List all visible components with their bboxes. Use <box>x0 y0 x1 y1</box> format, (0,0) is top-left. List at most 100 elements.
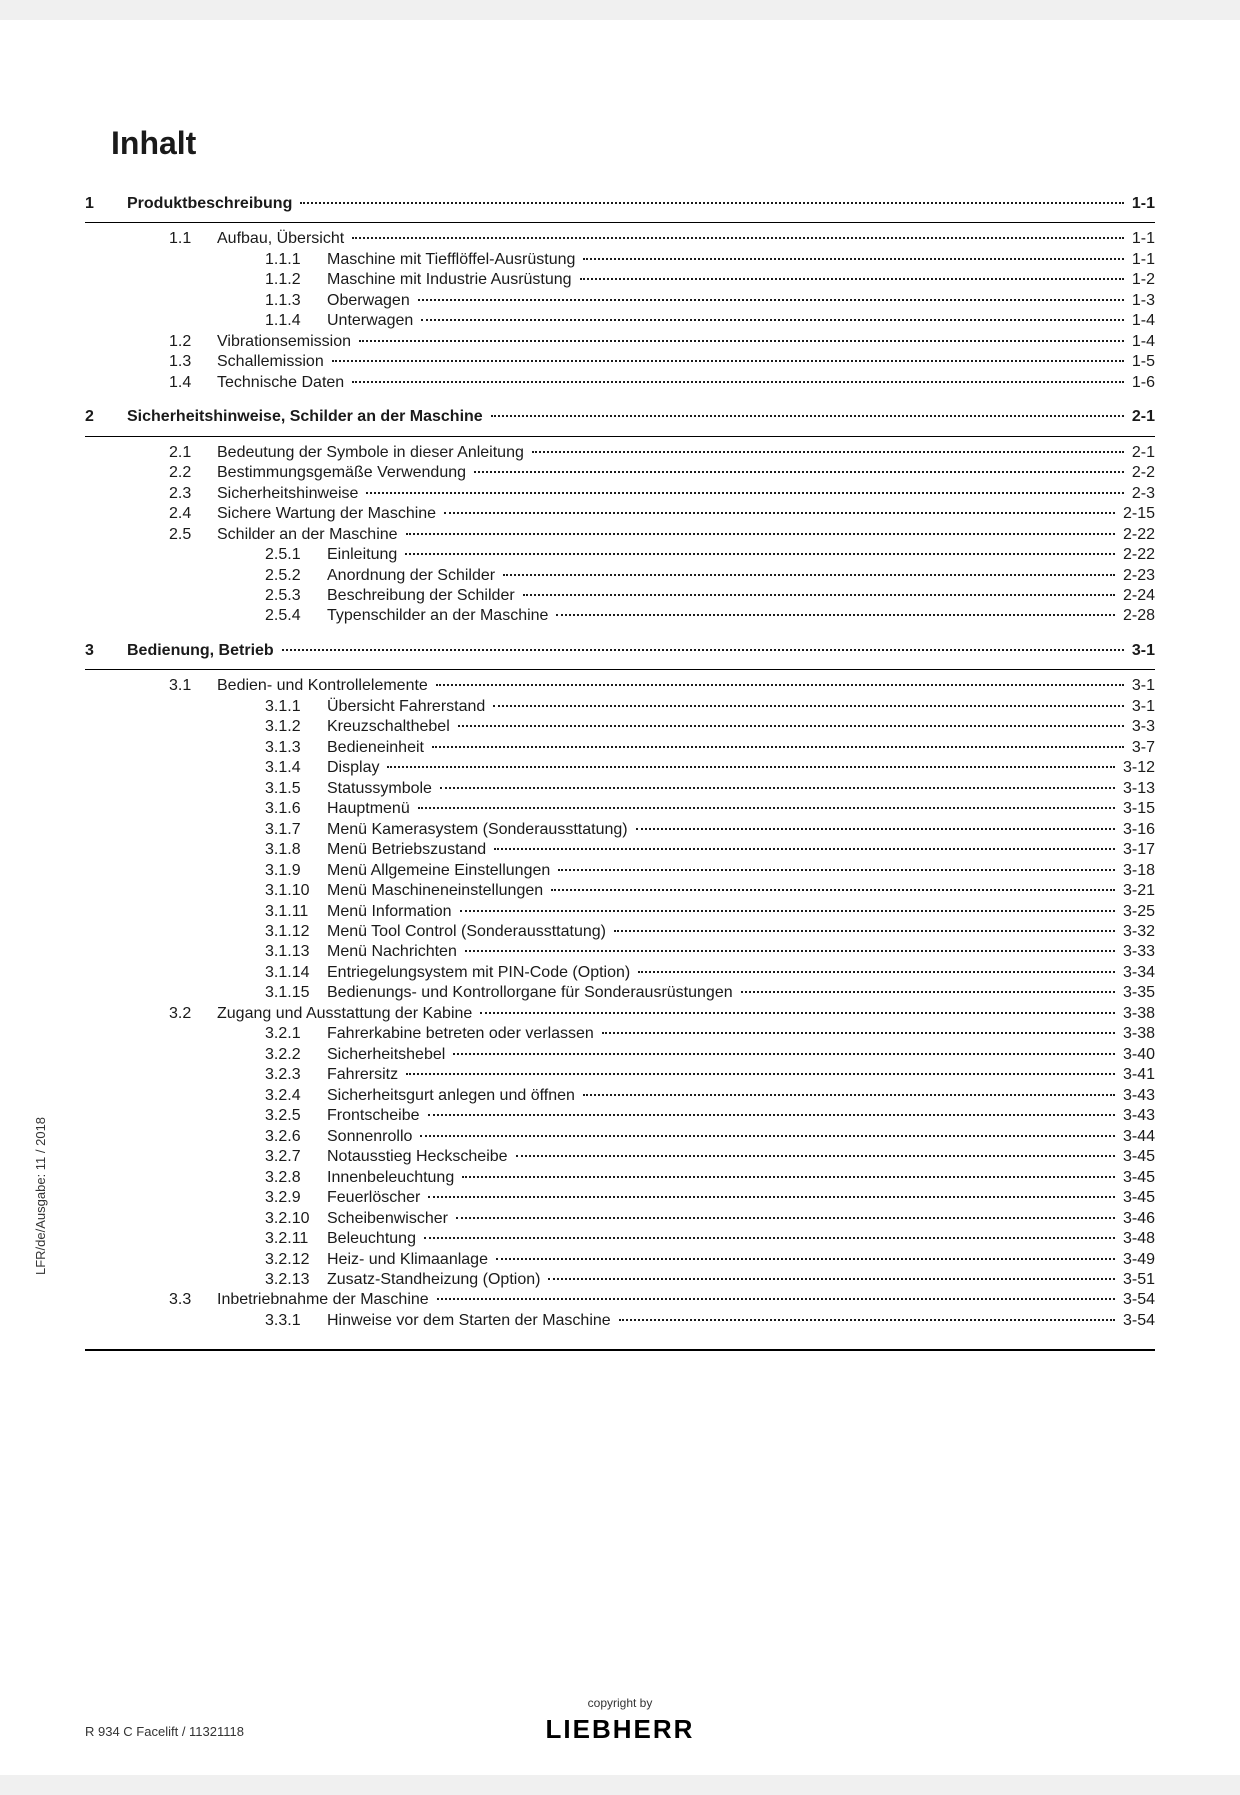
toc-title: Notausstieg Heckscheibe <box>327 1147 512 1167</box>
toc-dots <box>532 451 1124 453</box>
toc-dots <box>548 1278 1115 1280</box>
toc-page: 1-4 <box>1128 311 1155 331</box>
toc-dots <box>428 1196 1115 1198</box>
toc-page: 3-34 <box>1119 963 1155 983</box>
toc-number: 3.2.5 <box>265 1106 327 1126</box>
toc-number: 3.1.12 <box>265 922 327 942</box>
toc-number: 3.1.2 <box>265 717 327 737</box>
toc-dots <box>523 594 1115 596</box>
toc-number: 1.1.3 <box>265 291 327 311</box>
toc-title: Bedieneinheit <box>327 738 428 758</box>
toc-page: 2-23 <box>1119 566 1155 586</box>
toc-row: 3.2.8Innenbeleuchtung3-45 <box>85 1168 1155 1188</box>
toc-number: 2.5.3 <box>265 586 327 606</box>
toc-page: 3-15 <box>1119 799 1155 819</box>
toc-number: 3.1.4 <box>265 758 327 778</box>
toc-dots <box>406 1073 1115 1075</box>
toc-row: 3.2.13Zusatz-Standheizung (Option)3-51 <box>85 1270 1155 1290</box>
table-of-contents: 1Produktbeschreibung1-11.1Aufbau, Übersi… <box>85 194 1155 1331</box>
toc-number: 2.5.2 <box>265 566 327 586</box>
toc-title: Schilder an der Maschine <box>217 525 402 545</box>
toc-number: 3.2.4 <box>265 1086 327 1106</box>
toc-title: Anordnung der Schilder <box>327 566 499 586</box>
toc-page: 1-6 <box>1128 373 1155 393</box>
toc-row: 3.2.4Sicherheitsgurt anlegen und öffnen3… <box>85 1086 1155 1106</box>
toc-row: 3.1.5Statussymbole3-13 <box>85 779 1155 799</box>
toc-row: 3.2.11Beleuchtung3-48 <box>85 1229 1155 1249</box>
toc-row: 3.3Inbetriebnahme der Maschine3-54 <box>85 1290 1155 1310</box>
toc-page: 3-41 <box>1119 1065 1155 1085</box>
toc-row: 3.2.3Fahrersitz3-41 <box>85 1065 1155 1085</box>
toc-row: 1.1.4Unterwagen1-4 <box>85 311 1155 331</box>
toc-number: 3.1.7 <box>265 820 327 840</box>
toc-page: 2-28 <box>1119 606 1155 626</box>
toc-row: 3.1.4Display3-12 <box>85 758 1155 778</box>
toc-number: 3.2.3 <box>265 1065 327 1085</box>
toc-dots <box>456 1217 1115 1219</box>
toc-page: 3-40 <box>1119 1045 1155 1065</box>
toc-number: 1.1.1 <box>265 250 327 270</box>
toc-page: 2-24 <box>1119 586 1155 606</box>
toc-title: Heiz- und Klimaanlage <box>327 1250 492 1270</box>
toc-page: 3-16 <box>1119 820 1155 840</box>
toc-row: 1.1.1Maschine mit Tiefflöffel-Ausrüstung… <box>85 250 1155 270</box>
toc-row: 1.1.3Oberwagen1-3 <box>85 291 1155 311</box>
toc-page: 3-49 <box>1119 1250 1155 1270</box>
toc-dots <box>583 258 1123 260</box>
toc-row: 3.2.12Heiz- und Klimaanlage 3-49 <box>85 1250 1155 1270</box>
toc-title: Schallemission <box>217 352 328 372</box>
toc-dots <box>474 471 1124 473</box>
toc-number: 3.1.3 <box>265 738 327 758</box>
toc-page: 1-1 <box>1128 250 1155 270</box>
toc-number: 3.1.6 <box>265 799 327 819</box>
toc-page: 1-5 <box>1128 352 1155 372</box>
toc-page: 1-3 <box>1128 291 1155 311</box>
toc-page: 3-54 <box>1119 1290 1155 1310</box>
toc-dots <box>619 1319 1115 1321</box>
toc-row: 3.2Zugang und Ausstattung der Kabine3-38 <box>85 1004 1155 1024</box>
toc-dots <box>418 299 1124 301</box>
toc-number: 3.1.14 <box>265 963 327 983</box>
toc-number: 3.2.2 <box>265 1045 327 1065</box>
toc-title: Hauptmenü <box>327 799 414 819</box>
toc-dots <box>503 574 1115 576</box>
toc-dots <box>432 746 1124 748</box>
toc-title: Sicherheitshinweise <box>217 484 362 504</box>
toc-dots <box>493 705 1124 707</box>
toc-number: 3.2.10 <box>265 1209 327 1229</box>
toc-number: 3 <box>85 641 127 661</box>
toc-dots <box>491 415 1124 417</box>
toc-row: 2.5.1Einleitung2-22 <box>85 545 1155 565</box>
toc-dots <box>387 766 1115 768</box>
toc-title: Bedienung, Betrieb <box>127 641 278 661</box>
toc-page: 3-38 <box>1119 1024 1155 1044</box>
toc-number: 3.2.8 <box>265 1168 327 1188</box>
toc-title: Menü Maschineneinstellungen <box>327 881 547 901</box>
toc-row: 2.3Sicherheitshinweise2-3 <box>85 484 1155 504</box>
toc-dots <box>424 1237 1115 1239</box>
toc-page: 3-3 <box>1128 717 1155 737</box>
toc-page: 3-1 <box>1128 641 1155 661</box>
toc-page: 3-21 <box>1119 881 1155 901</box>
toc-row: 3.1.13Menü Nachrichten3-33 <box>85 942 1155 962</box>
toc-row: 3.2.7Notausstieg Heckscheibe3-45 <box>85 1147 1155 1167</box>
toc-dots <box>453 1053 1115 1055</box>
toc-row: 1.4Technische Daten1-6 <box>85 373 1155 393</box>
toc-page: 3-13 <box>1119 779 1155 799</box>
toc-dots <box>332 360 1124 362</box>
toc-dots <box>465 950 1115 952</box>
toc-dots <box>440 787 1115 789</box>
toc-dots <box>428 1114 1115 1116</box>
toc-title: Bedeutung der Symbole in dieser Anleitun… <box>217 443 528 463</box>
toc-dots <box>480 1012 1115 1014</box>
toc-title: Bestimmungsgemäße Verwendung <box>217 463 470 483</box>
toc-dots <box>496 1258 1115 1260</box>
toc-row: 3.1.1Übersicht Fahrerstand3-1 <box>85 697 1155 717</box>
toc-page: 1-1 <box>1128 229 1155 249</box>
toc-row: 3.1.3Bedieneinheit3-7 <box>85 738 1155 758</box>
toc-dots <box>636 828 1115 830</box>
toc-number: 3.2.12 <box>265 1250 327 1270</box>
toc-page: 1-1 <box>1128 194 1155 214</box>
toc-page: 1-2 <box>1128 270 1155 290</box>
toc-dots <box>436 684 1124 686</box>
